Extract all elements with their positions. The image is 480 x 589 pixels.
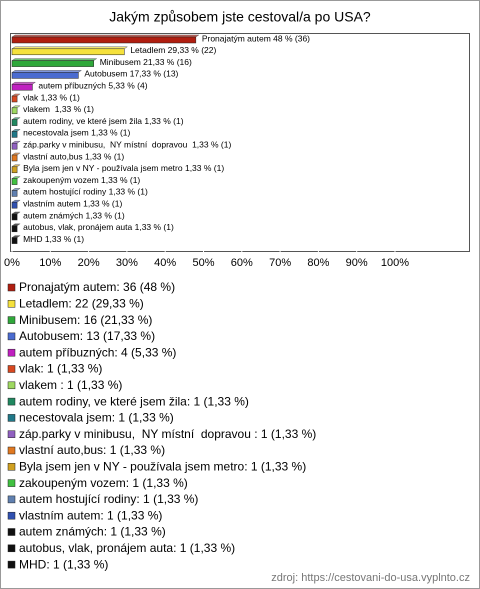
- source: zdroj: https://cestovani-do-usa.vyplnto.…: [271, 572, 470, 584]
- x-tick-label: 100%: [381, 257, 409, 269]
- legend-swatch: [7, 300, 16, 308]
- legend-swatch: [7, 528, 16, 536]
- x-tick-label: 10%: [39, 257, 61, 269]
- legend-label: autem známých: 1 (1,33 %): [19, 525, 166, 539]
- legend-label: necestovala jsem: 1 (1,33 %): [19, 411, 174, 425]
- x-tick-label: 90%: [346, 257, 368, 269]
- legend-swatch: [7, 316, 16, 324]
- bar: [11, 213, 18, 221]
- legend-swatch: [7, 479, 16, 487]
- data-label: Autobusem 17,33 % (13): [84, 69, 178, 79]
- data-label: záp.parky v minibusu, NY místní dopravou…: [23, 139, 231, 149]
- legend-swatch: [7, 397, 16, 406]
- bar: [11, 95, 18, 103]
- bar: [11, 142, 18, 150]
- bar: [11, 36, 197, 44]
- data-label: Pronajatým autem 48 % (36): [202, 33, 310, 43]
- legend-label: Pronajatým autem: 36 (48 %): [19, 280, 175, 294]
- legend-swatch: [7, 511, 16, 520]
- legend-label: vlastní auto,bus: 1 (1,33 %): [19, 443, 165, 457]
- legend-label: Minibusem: 16 (21,33 %): [19, 313, 152, 327]
- bar: [11, 237, 18, 244]
- x-tick-label: 30%: [116, 257, 138, 269]
- legend-label: autem hostující rodiny: 1 (1,33 %): [19, 492, 198, 506]
- legend-label: zakoupeným vozem: 1 (1,33 %): [19, 476, 188, 490]
- data-label: necestovala jsem 1,33 % (1): [23, 128, 130, 138]
- legend-label: MHD: 1 (1,33 %): [19, 557, 108, 571]
- x-tick-label: 80%: [307, 257, 329, 269]
- legend-label: autobus, vlak, pronájem auta: 1 (1,33 %): [19, 541, 235, 555]
- x-tick-label: 0%: [4, 257, 20, 269]
- data-label: Byla jsem jen v NY - používala jsem metr…: [23, 163, 224, 173]
- data-label: autem hostující rodiny 1,33 % (1): [23, 187, 148, 197]
- legend-label: Autobusem: 13 (17,33 %): [19, 329, 155, 343]
- bar: [11, 154, 18, 162]
- chart-title: Jakým způsobem jste cestoval/a po USA?: [109, 9, 371, 25]
- bar-top: [11, 70, 83, 73]
- x-tick-label: 20%: [78, 257, 100, 269]
- legend-swatch: [7, 544, 16, 553]
- bar: [11, 166, 18, 174]
- data-label: vlak 1,33 % (1): [23, 92, 80, 102]
- data-label: Letadlem 29,33 % (22): [130, 45, 216, 55]
- legend-label: Letadlem: 22 (29,33 %): [19, 296, 144, 310]
- bar: [11, 107, 18, 115]
- data-label: vlastním autem 1,33 % (1): [23, 198, 122, 208]
- legend-swatch: [7, 381, 16, 390]
- legend-swatch: [7, 560, 16, 569]
- data-label: vlastní auto,bus 1,33 % (1): [23, 151, 124, 161]
- bar-top: [11, 81, 37, 85]
- legend-swatch: [7, 463, 16, 471]
- bar: [11, 83, 33, 91]
- bar: [11, 190, 18, 197]
- data-label: autem rodiny, ve které jsem žila 1,33 % …: [23, 116, 184, 126]
- legend-label: záp.parky v minibusu, NY místní dopravou…: [19, 427, 316, 441]
- legend-label: autem příbuzných: 4 (5,33 %): [19, 345, 176, 359]
- bar-top: [11, 46, 129, 50]
- legend-swatch: [7, 414, 16, 422]
- plot-frame: [10, 33, 470, 252]
- legend-label: vlakem : 1 (1,33 %): [19, 378, 122, 392]
- legend-swatch: [7, 446, 16, 455]
- x-tick-label: 70%: [269, 257, 291, 269]
- legend-swatch: [7, 332, 16, 341]
- bar: [11, 131, 18, 138]
- legend-swatch: [7, 430, 16, 438]
- data-label: Minibusem 21,33 % (16): [100, 57, 192, 67]
- legend-label: vlak: 1 (1,33 %): [19, 362, 102, 376]
- legend-swatch: [7, 283, 16, 292]
- legend-label: autem rodiny, ve které jsem žila: 1 (1,3…: [19, 394, 249, 408]
- data-label: zakoupeným vozem 1,33 % (1): [23, 175, 140, 185]
- bar: [11, 201, 18, 209]
- bar: [11, 178, 18, 185]
- data-label: vlakem 1,33 % (1): [23, 104, 94, 114]
- legend-label: vlastním autem: 1 (1,33 %): [19, 508, 162, 522]
- bar-top: [11, 58, 98, 61]
- data-label: autobus, vlak, pronájem auta 1,33 % (1): [23, 222, 174, 232]
- x-tick-label: 40%: [154, 257, 176, 269]
- bar: [11, 225, 18, 233]
- bar: [11, 72, 79, 79]
- legend-label: Byla jsem jen v NY - používala jsem metr…: [19, 459, 306, 473]
- legend-swatch: [7, 365, 16, 373]
- bar-top: [11, 34, 200, 38]
- data-label: MHD 1,33 % (1): [23, 234, 84, 244]
- data-label: autem známých 1,33 % (1): [23, 210, 125, 220]
- bar: [11, 60, 94, 67]
- legend-swatch: [7, 348, 16, 357]
- bar: [11, 119, 18, 126]
- x-tick-label: 50%: [192, 257, 214, 269]
- legend-swatch: [7, 495, 16, 504]
- bar: [11, 48, 125, 56]
- x-tick-label: 60%: [231, 257, 253, 269]
- data-label: autem příbuzných 5,33 % (4): [38, 80, 147, 90]
